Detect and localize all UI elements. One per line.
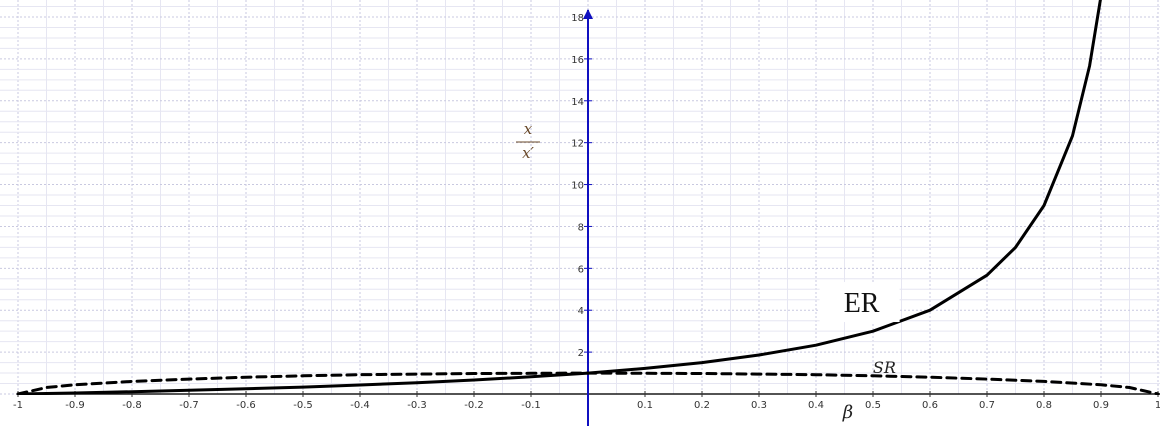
x-tick-label: 0.5 — [865, 400, 881, 411]
y-tick-label: 18 — [571, 13, 584, 24]
x-tick-label: -0.3 — [407, 400, 427, 411]
x-tick-label: 0.2 — [694, 400, 710, 411]
y-tick-labels: 2 4 6 8 10 12 14 16 18 — [571, 13, 592, 359]
x-tick-label: -0.5 — [293, 400, 313, 411]
x-tick-label: -1 — [13, 400, 23, 411]
x-tick-label: 0.1 — [637, 400, 653, 411]
series-line-er — [16, 0, 1102, 395]
x-tick-label: 0.8 — [1036, 400, 1052, 411]
y-tick-label: 6 — [578, 264, 584, 275]
x-tick-labels: -1 -0.9 -0.8 -0.7 -0.6 -0.5 -0.4 -0.3 -0.2 -0.1 0.… — [13, 391, 1160, 411]
x-tick-label: -0.1 — [521, 400, 541, 411]
y-tick-label: 8 — [578, 222, 584, 233]
x-tick-label: 1 — [1155, 400, 1160, 411]
x-tick-label: 0.7 — [979, 400, 995, 411]
y-axis-label-denominator: x′ — [522, 144, 534, 162]
x-tick-label: -0.8 — [122, 400, 142, 411]
y-tick-label: 12 — [571, 139, 584, 150]
y-tick-label: 14 — [571, 97, 584, 108]
series-lines — [16, 0, 1160, 395]
x-tick-label: -0.7 — [179, 400, 199, 411]
series-line-sr — [16, 371, 1160, 395]
x-tick-label: 0.9 — [1093, 400, 1109, 411]
y-tick-label: 2 — [578, 348, 584, 359]
grid — [0, 0, 1160, 395]
x-tick-label: 0.4 — [808, 400, 824, 411]
x-tick-label: -0.6 — [236, 400, 256, 411]
er-label-background — [819, 282, 900, 323]
y-tick-label: 10 — [571, 181, 584, 192]
x-tick-label: -0.2 — [464, 400, 484, 411]
y-axis-label-numerator: x — [524, 120, 533, 138]
x-tick-label: 0.3 — [751, 400, 767, 411]
y-tick-label: 4 — [578, 306, 584, 317]
labels: x x′ β ER SR — [516, 120, 900, 423]
x-tick-label: -0.9 — [65, 400, 85, 411]
x-tick-label: 0.6 — [922, 400, 938, 411]
y-tick-label: 16 — [571, 55, 584, 66]
x-tick-label: -0.4 — [350, 400, 370, 411]
series-label-er: ER — [844, 288, 880, 319]
series-label-sr: SR — [873, 358, 896, 377]
x-axis-label: β — [842, 402, 853, 423]
